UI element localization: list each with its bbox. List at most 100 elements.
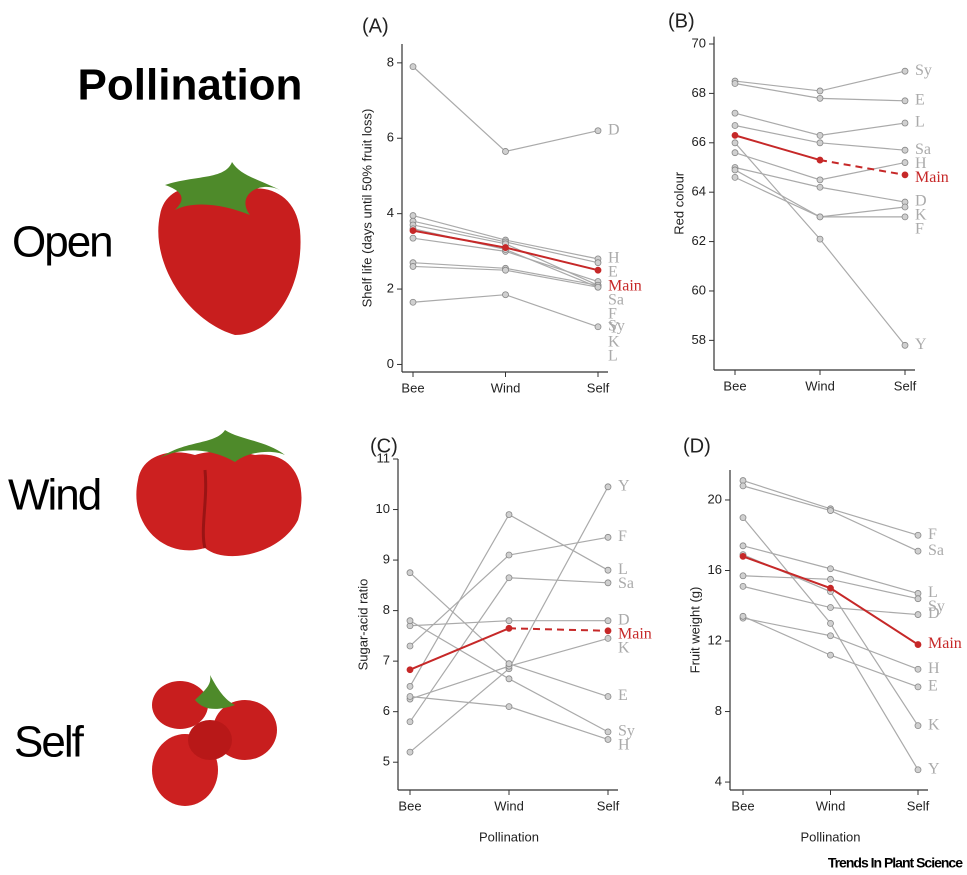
y-tick-label: 11	[377, 450, 391, 465]
series-point	[406, 693, 414, 700]
series-point	[827, 632, 834, 640]
series-label: D	[618, 611, 630, 628]
y-tick-label: 60	[692, 282, 706, 297]
series-point	[816, 213, 824, 221]
series-label: Main	[928, 635, 962, 652]
x-tick-label: Bee	[398, 798, 421, 813]
series-point	[739, 542, 747, 550]
series-point	[827, 584, 834, 592]
y-tick-label: 68	[692, 85, 706, 100]
y-axis-label: Fruit weight (g)	[687, 587, 702, 674]
series-point	[901, 97, 909, 105]
series-point	[594, 127, 602, 135]
series-point	[505, 660, 513, 668]
series-point	[739, 582, 747, 590]
figure-title: Pollination	[78, 61, 303, 110]
series-point	[406, 666, 414, 674]
series-label: L	[618, 561, 628, 578]
series-point	[731, 122, 739, 129]
series-label: K	[608, 334, 620, 351]
series-point	[604, 736, 612, 743]
series-point	[406, 569, 414, 577]
series-point	[914, 641, 922, 648]
series-point	[901, 203, 909, 211]
series-label: E	[928, 678, 938, 695]
x-tick-label: Wind	[805, 378, 835, 393]
series-label: D	[928, 605, 940, 622]
series-point	[739, 514, 747, 522]
series-point	[816, 176, 824, 184]
series-label: F	[928, 526, 937, 543]
series-point	[505, 703, 513, 711]
y-tick-label: 4	[715, 774, 722, 789]
y-tick-label: 20	[708, 491, 722, 506]
x-tick-label: Self	[894, 378, 917, 393]
series-point	[505, 675, 513, 683]
y-tick-label: 2	[387, 280, 394, 295]
panel-title: (B)	[668, 10, 695, 32]
series-label: H	[618, 737, 630, 754]
series-point	[406, 718, 414, 726]
series-point	[914, 611, 922, 618]
series-line	[412, 294, 599, 328]
series-label: L	[928, 584, 938, 601]
series-point	[505, 574, 513, 582]
series-point	[901, 119, 909, 127]
series-point	[502, 148, 509, 155]
series-point	[827, 565, 834, 573]
series-label: E	[915, 91, 925, 108]
series-point	[505, 624, 513, 632]
y-tick-label: 62	[692, 233, 706, 248]
series-label: H	[608, 250, 620, 267]
series-point	[409, 263, 417, 270]
y-tick-label: 16	[708, 562, 722, 577]
series-point	[827, 575, 834, 583]
y-tick-label: 6	[387, 130, 394, 145]
y-tick-label: 64	[692, 184, 706, 199]
series-point	[594, 266, 602, 274]
series-point	[505, 617, 513, 625]
x-tick-label: Bee	[401, 380, 424, 395]
x-tick-label: Wind	[494, 798, 524, 813]
series-point	[816, 139, 824, 147]
series-point	[731, 173, 739, 181]
series-label: Sy	[618, 723, 635, 740]
series-point	[816, 183, 824, 191]
y-tick-label: 4	[387, 205, 394, 220]
y-tick-label: 12	[708, 632, 722, 647]
series-point	[914, 683, 922, 691]
y-tick-label: 0	[387, 356, 394, 371]
series-label: H	[915, 155, 927, 172]
series-label: L	[915, 114, 925, 131]
series-line	[412, 66, 599, 153]
x-tick-label: Wind	[491, 380, 521, 395]
series-point	[409, 63, 417, 71]
series-point	[827, 619, 834, 627]
y-tick-label: 5	[383, 754, 390, 769]
series-label: L	[608, 348, 618, 365]
series-point	[816, 87, 824, 95]
series-label: F	[618, 528, 627, 545]
series-label: K	[928, 716, 940, 733]
row-label: Open	[12, 218, 112, 267]
x-tick-label: Bee	[723, 378, 746, 393]
series-line	[742, 517, 919, 771]
series-point	[731, 80, 739, 87]
x-tick-label: Wind	[816, 798, 846, 813]
series-label: Main	[618, 625, 652, 642]
y-tick-label: 58	[692, 332, 706, 347]
series-point	[731, 149, 739, 157]
x-axis-label: Pollination	[479, 829, 539, 844]
series-point	[604, 617, 612, 625]
y-tick-label: 8	[387, 54, 394, 69]
series-label: Main	[608, 278, 642, 295]
y-axis-label: Sugar-acid ratio	[355, 579, 370, 671]
series-point	[901, 67, 909, 75]
series-label: D	[915, 193, 927, 210]
series-point	[604, 728, 612, 736]
series-label: E	[618, 687, 628, 704]
series-point	[604, 566, 612, 574]
series-label: Sy	[915, 62, 932, 79]
series-point	[739, 482, 747, 490]
